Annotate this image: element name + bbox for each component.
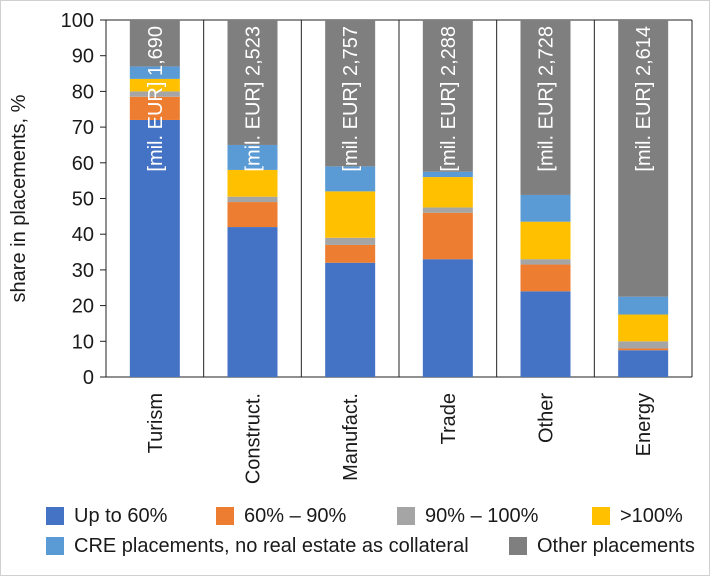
bar-total-label: [mil. EUR] 2,728 (536, 26, 558, 172)
bar-segment (422, 177, 473, 208)
bar-segment (422, 259, 473, 377)
bar-segment (227, 20, 278, 145)
legend-item-up-to-60: Up to 60% (46, 502, 167, 530)
category-label: Energy (633, 393, 655, 456)
bar-segment (520, 291, 571, 377)
legend-swatch (397, 507, 415, 525)
category-label: Turism (145, 393, 167, 453)
bar-segment (618, 296, 669, 315)
bar-segment (520, 221, 571, 260)
bar-segment (422, 171, 473, 178)
legend-item-cre-placements: CRE placements, no real estate as collat… (46, 532, 469, 560)
category-label: Construct. (243, 393, 265, 484)
bar-segment (520, 259, 571, 265)
legend-swatch (46, 507, 64, 525)
bar-segment (520, 264, 571, 292)
y-tick-label: 0 (83, 367, 94, 389)
bar-segment (422, 207, 473, 213)
legend-label: 60% – 90% (244, 504, 347, 527)
y-tick-label: 30 (72, 260, 94, 282)
y-tick-label: 100 (61, 10, 94, 32)
legend-label: CRE placements, no real estate as collat… (74, 534, 469, 557)
bar-segment (520, 20, 571, 195)
legend-swatch (592, 507, 610, 525)
y-tick-label: 10 (72, 331, 94, 353)
y-tick-label: 20 (72, 296, 94, 318)
bar-segment (129, 20, 180, 67)
bar-segment (325, 20, 376, 167)
y-tick-label: 70 (72, 117, 94, 139)
category-label: Trade (438, 393, 460, 445)
bar-segment (325, 262, 376, 377)
bar-total-label: [mil. EUR] 2,523 (243, 26, 265, 172)
legend-label: 90% – 100% (425, 504, 539, 527)
bar-segment (129, 66, 180, 79)
y-tick-label: 80 (72, 81, 94, 103)
bar-segment (129, 91, 180, 97)
bar-segment (618, 20, 669, 297)
bar-segment (520, 194, 571, 222)
bar-total-label: [mil. EUR] 2,288 (438, 26, 460, 172)
bar-segment (422, 20, 473, 172)
bar-segment (325, 237, 376, 245)
bar-segment (227, 227, 278, 377)
legend: Up to 60% 60% – 90% 90% – 100% >100% CRE… (0, 502, 710, 572)
bar-segment (618, 341, 669, 349)
bar-segment (325, 191, 376, 238)
legend-label: Up to 60% (74, 504, 168, 527)
bar-segment (618, 348, 669, 351)
bar-segment (129, 96, 180, 120)
bar-segment (618, 314, 669, 342)
bar-segment (227, 169, 278, 197)
stacked-bar-chart: 0 10 20 30 40 50 60 70 80 90 100 share in placement… (8, 10, 693, 484)
legend-item-other-placements: Other placements (509, 532, 695, 560)
bar-segment (325, 244, 376, 263)
legend-label: >100% (620, 504, 683, 527)
y-tick-label: 40 (72, 224, 94, 246)
legend-label: Other placements (537, 534, 695, 557)
y-tick-label: 50 (72, 189, 94, 211)
legend-item-over-100: >100% (592, 502, 683, 530)
bar-total-label: [mil. EUR] 2,757 (340, 26, 362, 172)
bar-total-label: [mil. EUR] 2,614 (633, 26, 655, 172)
legend-swatch (509, 537, 527, 555)
legend-item-60-90: 60% – 90% (216, 502, 346, 530)
bar-segment (227, 196, 278, 203)
bar-segment (129, 119, 180, 378)
bar-segment (227, 202, 278, 228)
bar-segment (618, 350, 669, 377)
category-label: Manufact. (340, 393, 362, 481)
bar-segment (422, 212, 473, 260)
y-tick-label: 60 (72, 153, 94, 175)
category-label: Other (536, 393, 558, 443)
bar-segment (325, 166, 376, 192)
bar-segment (227, 144, 278, 170)
legend-swatch (46, 537, 64, 555)
bar-segment (129, 78, 180, 92)
y-axis-label: share in placements, % (8, 94, 30, 302)
y-tick-label: 90 (72, 46, 94, 68)
legend-swatch (216, 507, 234, 525)
legend-item-90-100: 90% – 100% (397, 502, 538, 530)
bar-total-label: [mil. EUR] 1,690 (145, 26, 167, 172)
